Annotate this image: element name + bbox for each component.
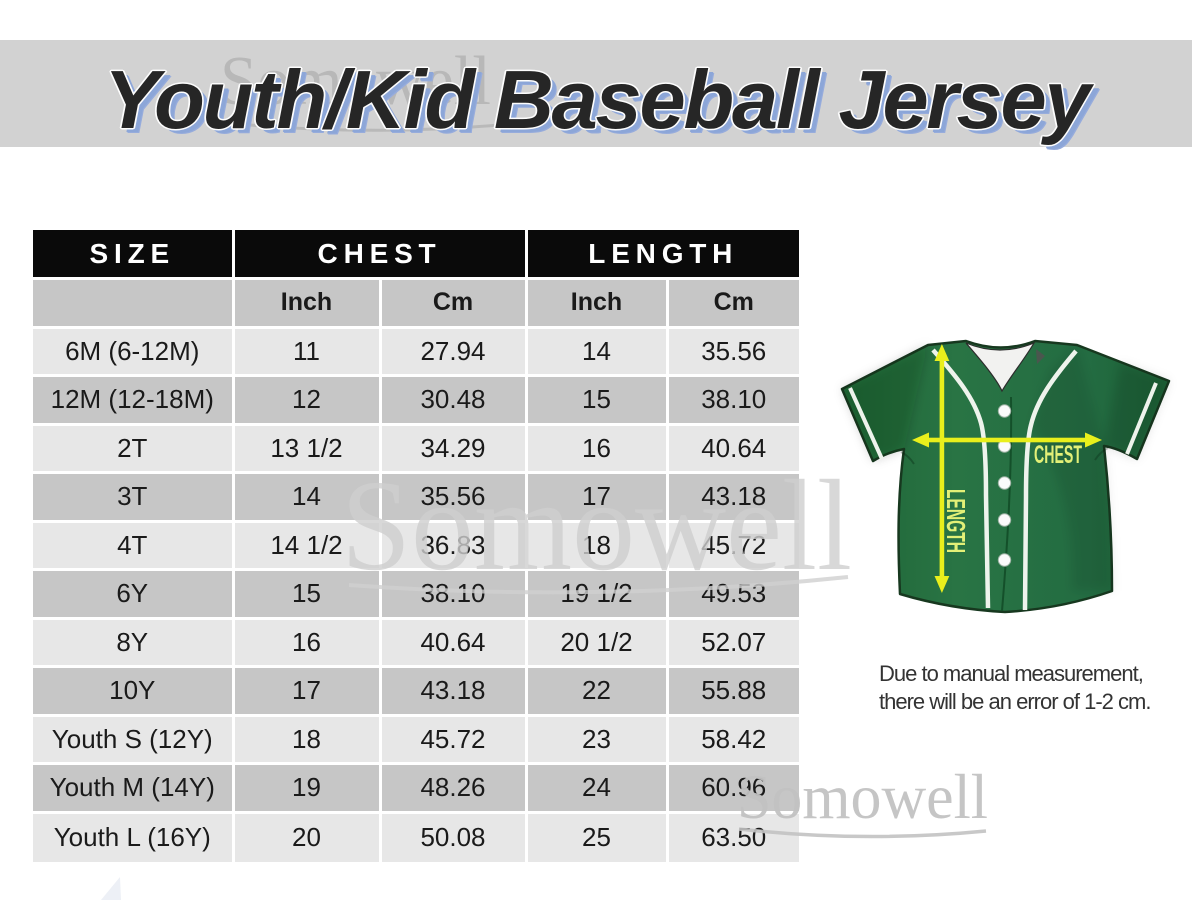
svg-text:Somowell: Somowell bbox=[220, 43, 491, 120]
svg-text:CHEST: CHEST bbox=[1034, 441, 1082, 469]
svg-text:Somowell: Somowell bbox=[341, 454, 852, 598]
svg-text:Somowell: Somowell bbox=[737, 762, 988, 832]
svg-text:LENGTH: LENGTH bbox=[941, 489, 971, 553]
